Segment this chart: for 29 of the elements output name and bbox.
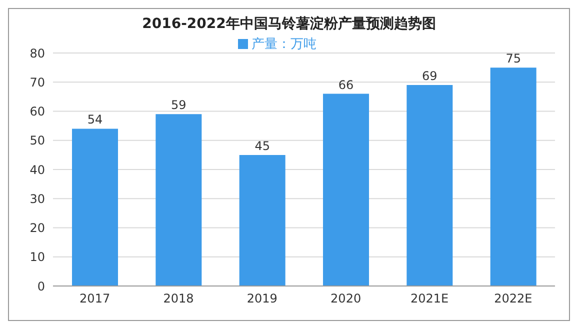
- y-tick-label: 40: [30, 162, 45, 177]
- data-label: 59: [171, 98, 186, 112]
- y-tick-label: 10: [30, 250, 45, 264]
- x-tick-label: 2019: [246, 292, 278, 306]
- data-label: 54: [87, 112, 103, 127]
- y-tick-label: 0: [37, 279, 45, 294]
- data-label: 66: [338, 78, 354, 92]
- y-tick-label: 80: [30, 46, 45, 60]
- x-tick-label: 2022E: [494, 292, 532, 306]
- y-tick-label: 70: [30, 75, 45, 90]
- bar: [323, 94, 369, 286]
- data-label: 75: [506, 52, 521, 66]
- bar: [490, 68, 536, 286]
- bar: [156, 114, 202, 286]
- legend-label: 产量：万吨: [252, 37, 316, 52]
- bar: [239, 154, 286, 286]
- data-label: 69: [422, 69, 438, 84]
- x-tick-label: 2018: [163, 292, 194, 306]
- x-tick-label: 2020: [330, 292, 362, 306]
- y-tick-label: 60: [30, 104, 45, 119]
- y-tick-label: 30: [30, 192, 45, 206]
- data-label: 45: [254, 138, 270, 153]
- bar: [406, 85, 453, 286]
- x-tick-label: 2021E: [410, 292, 449, 306]
- chart-title: 2016-2022年中国马铃薯淀粉产量预测趋势图: [141, 14, 437, 33]
- y-tick-label: 20: [30, 221, 45, 236]
- y-tick-label: 50: [30, 134, 45, 148]
- x-tick-label: 2017: [80, 292, 110, 306]
- bar: [72, 128, 118, 286]
